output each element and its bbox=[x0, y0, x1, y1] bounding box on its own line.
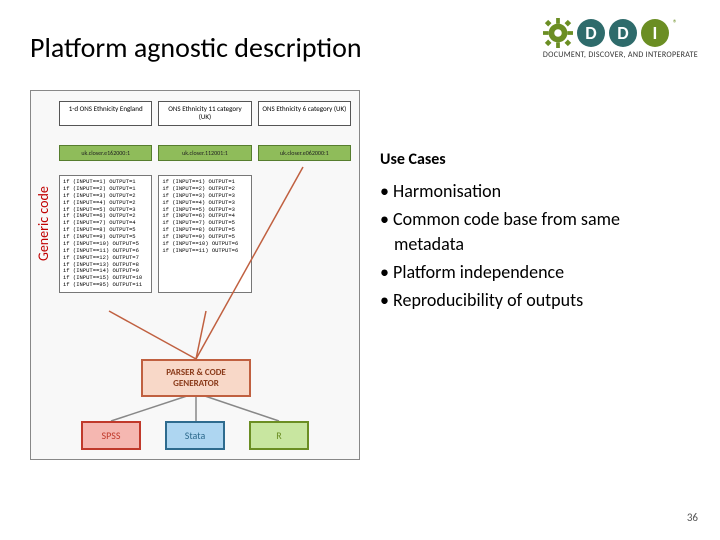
slide-title: Platform agnostic description bbox=[30, 30, 362, 65]
logo-letter-d2: D bbox=[609, 19, 637, 47]
list-item-text: Common code base from same metadata bbox=[393, 208, 620, 254]
tool-box-row: SPSS Stata R bbox=[81, 421, 309, 450]
gear-icon bbox=[543, 18, 573, 48]
list-item-text: Platform independence bbox=[393, 261, 564, 283]
top-box: ONS Ethnicity 11 category (UK) bbox=[158, 101, 251, 126]
code-box: if (INPUT==1) OUTPUT=1 if (INPUT==2) OUT… bbox=[158, 175, 251, 293]
tool-stata: Stata bbox=[165, 421, 225, 450]
id-bar: uk.closer.e162000:1 bbox=[59, 145, 152, 161]
use-cases-heading: Use Cases bbox=[380, 150, 690, 169]
logo-letter-i: I bbox=[641, 19, 669, 47]
top-box-row: 1-d ONS Ethnicity England ONS Ethnicity … bbox=[59, 101, 351, 126]
page-number: 36 bbox=[687, 511, 698, 524]
logo-letter-d1: D bbox=[577, 19, 605, 47]
y-axis-label: Generic code bbox=[35, 186, 52, 261]
code-box-row: if (INPUT==1) OUTPUT=1 if (INPUT==2) OUT… bbox=[59, 175, 351, 293]
use-cases-block: Use Cases • Harmonisation • Common code … bbox=[380, 150, 690, 316]
ddi-logo: D D I ® DOCUMENT, DISCOVER, AND INTEROPE… bbox=[543, 18, 698, 60]
id-bar-row: uk.closer.e162000:1 uk.closer.112001:1 u… bbox=[59, 145, 351, 161]
ddi-logo-row: D D I ® bbox=[543, 18, 698, 48]
top-box: 1-d ONS Ethnicity England bbox=[59, 101, 152, 126]
list-item-text: Reproducibility of outputs bbox=[393, 289, 583, 311]
registered-icon: ® bbox=[673, 18, 678, 29]
list-item: • Reproducibility of outputs bbox=[380, 288, 690, 312]
list-item: • Platform independence bbox=[380, 260, 690, 284]
list-item: • Harmonisation bbox=[380, 179, 690, 203]
list-item-text: Harmonisation bbox=[393, 180, 501, 202]
logo-tagline: DOCUMENT, DISCOVER, AND INTEROPERATE bbox=[543, 50, 698, 60]
parser-box: PARSER & CODE GENERATOR bbox=[141, 359, 251, 397]
diagram-panel: Generic code 1-d ONS Ethnicity England O… bbox=[30, 90, 360, 460]
id-bar: uk.closer.112001:1 bbox=[158, 145, 251, 161]
list-item: • Common code base from same metadata bbox=[380, 207, 690, 256]
tool-r: R bbox=[249, 421, 309, 450]
tool-spss: SPSS bbox=[81, 421, 141, 450]
id-bar: uk.closer.e062000:1 bbox=[258, 145, 351, 161]
code-box: if (INPUT==1) OUTPUT=1 if (INPUT==2) OUT… bbox=[59, 175, 152, 293]
use-cases-list: • Harmonisation • Common code base from … bbox=[380, 179, 690, 312]
top-box: ONS Ethnicity 6 category (UK) bbox=[258, 101, 351, 126]
